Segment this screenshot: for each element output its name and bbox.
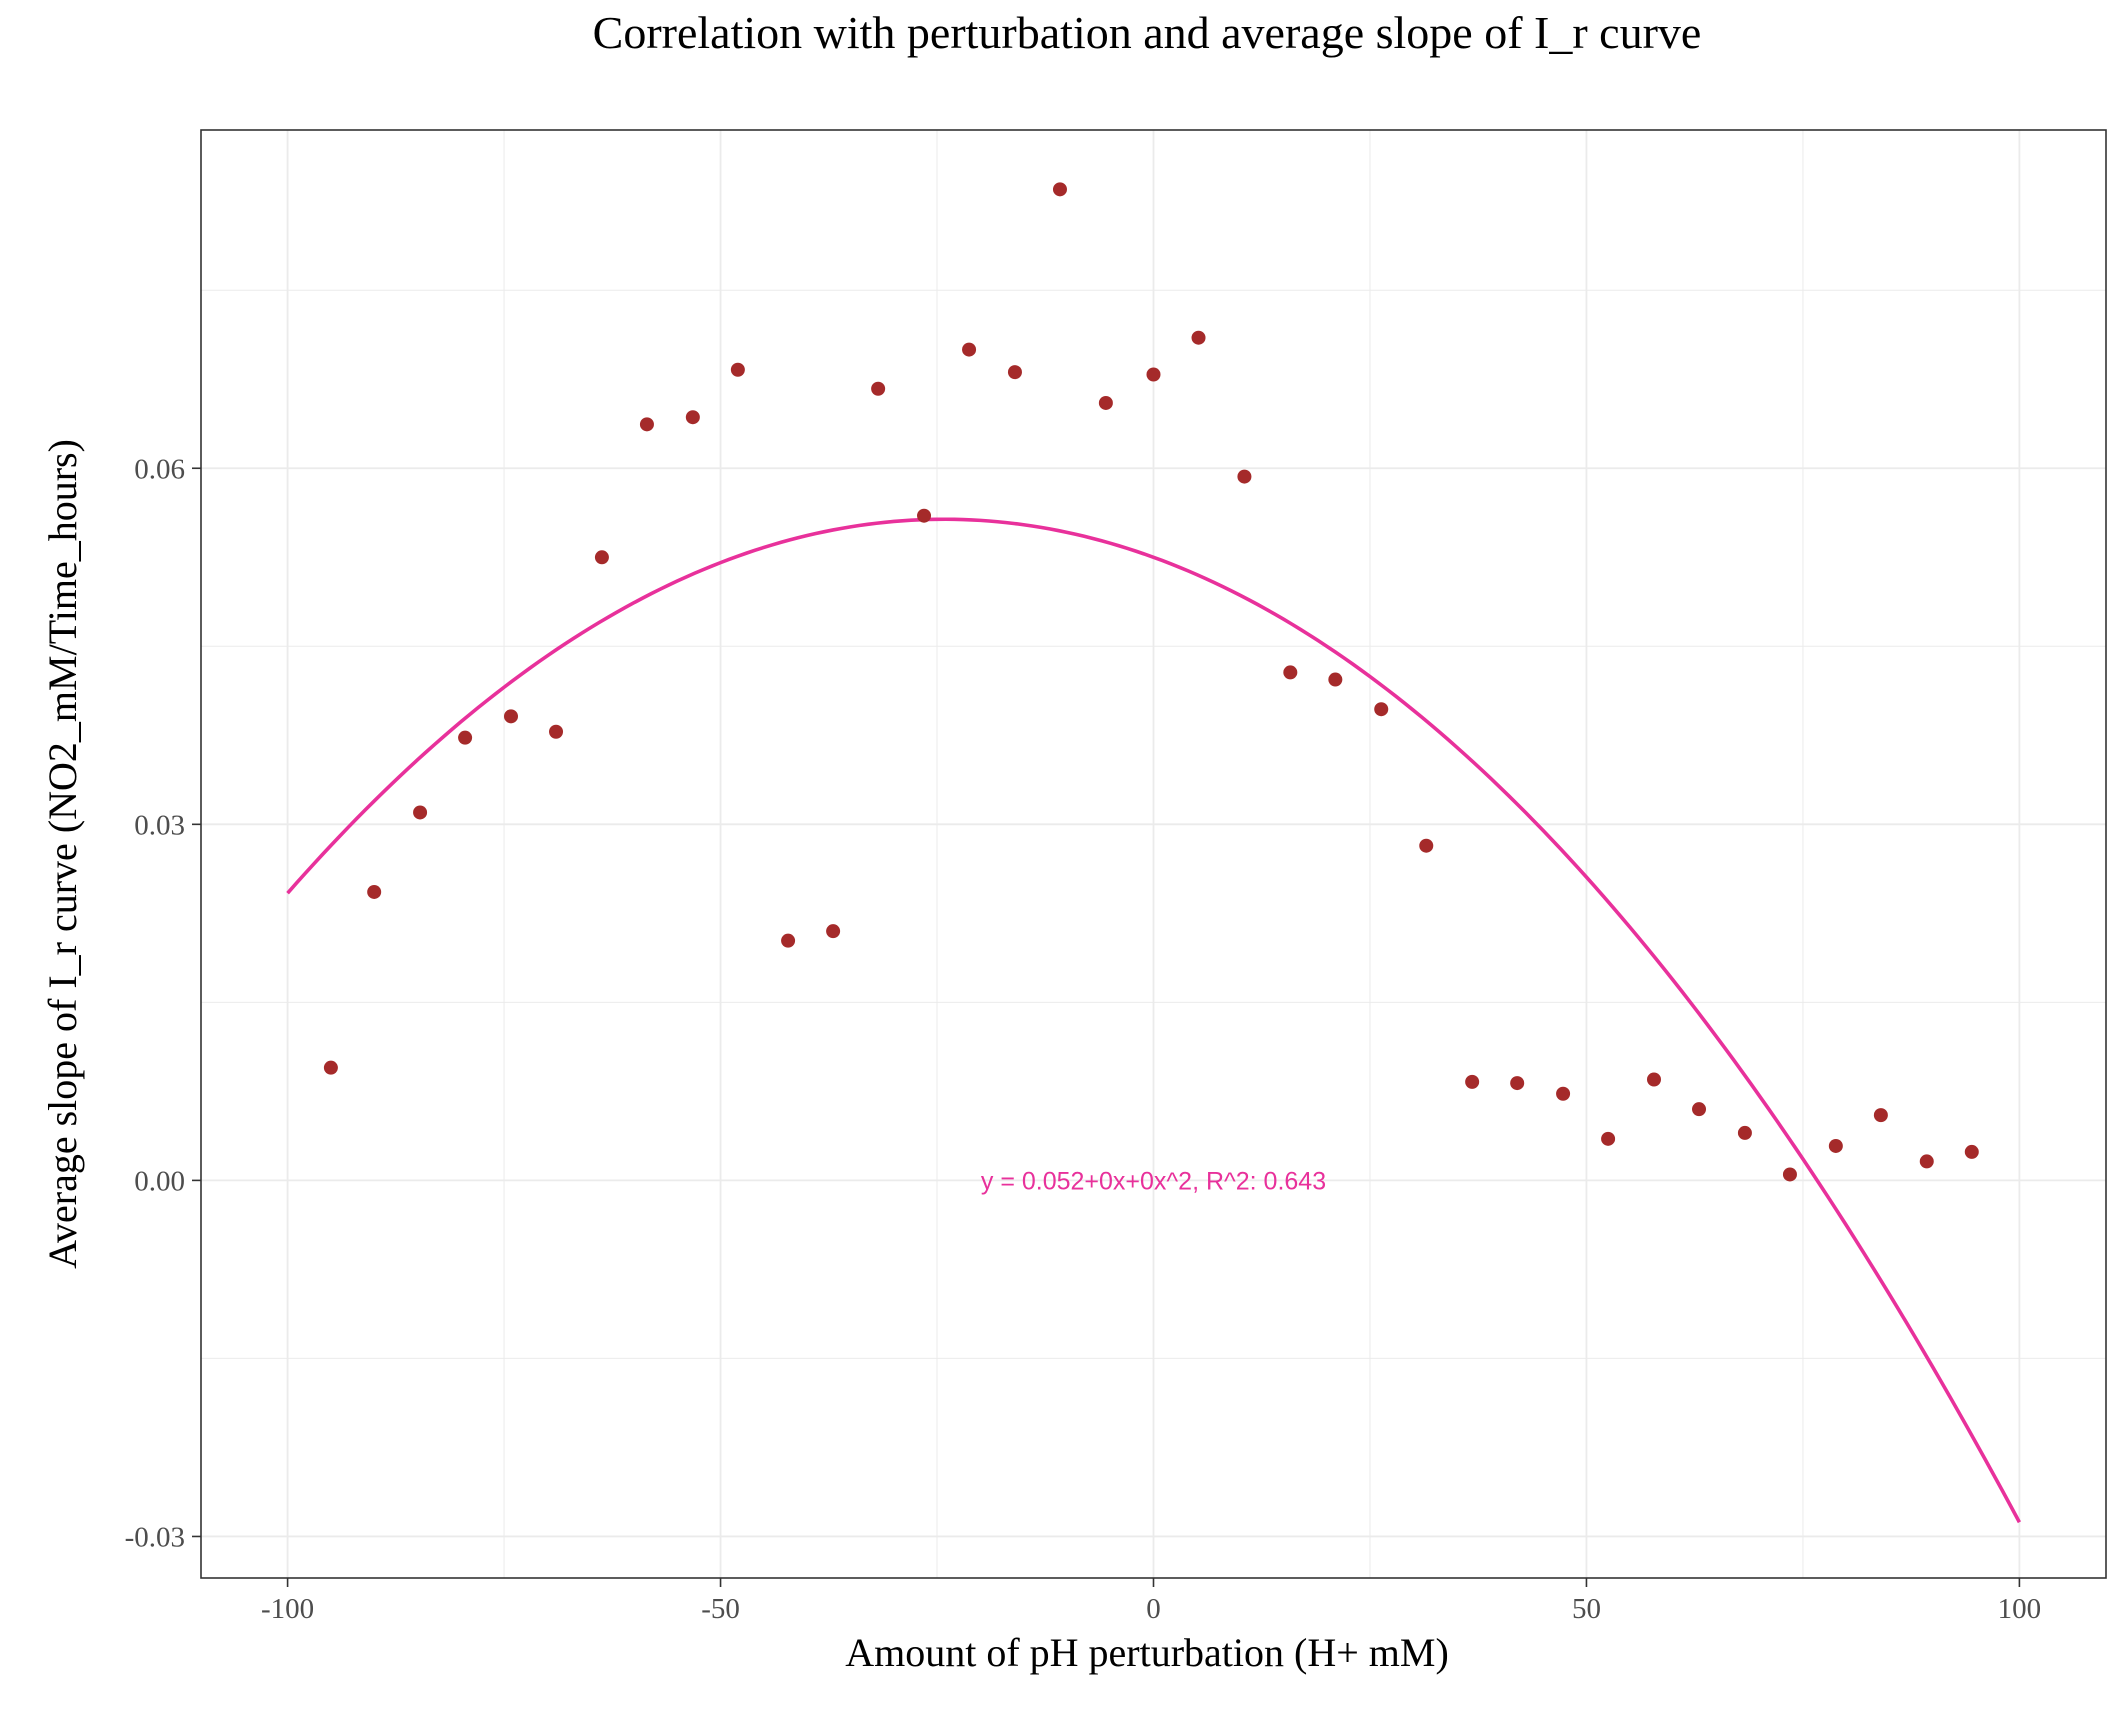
y-tick-label: 0.06 (134, 453, 185, 485)
x-axis: -100 -50 0 50 100 (261, 1578, 2041, 1625)
data-point (1646, 1072, 1661, 1087)
data-point (1374, 702, 1389, 717)
y-tick-label: -0.03 (125, 1521, 185, 1553)
data-point (413, 805, 428, 820)
data-point (1283, 665, 1298, 680)
y-tick-label: 0.00 (134, 1165, 185, 1197)
data-point (781, 933, 796, 948)
fit-equation-annotation: y = 0.052+0x+0x^2, R^2: 0.643 (981, 1167, 1326, 1195)
data-point (1828, 1138, 1843, 1153)
data-point (730, 362, 745, 377)
data-point (1098, 395, 1113, 410)
data-point (594, 550, 609, 565)
y-axis: -0.03 0.00 0.03 0.06 (125, 453, 201, 1553)
annotation-layer: y = 0.052+0x+0x^2, R^2: 0.643 (981, 1167, 1326, 1195)
data-point (458, 730, 473, 745)
data-point (1873, 1108, 1888, 1123)
data-point (917, 508, 932, 523)
data-point (826, 924, 841, 939)
data-point (871, 381, 886, 396)
data-point (1465, 1074, 1480, 1089)
data-point (1692, 1102, 1707, 1117)
data-point (639, 417, 654, 432)
x-tick-label: 100 (1998, 1593, 2042, 1625)
data-point (1601, 1131, 1616, 1146)
data-point (1146, 367, 1161, 382)
fit-curve (286, 517, 2021, 1524)
data-point (1237, 469, 1252, 484)
x-tick-label: -50 (701, 1593, 740, 1625)
fit-curve-layer (286, 517, 2021, 1524)
data-point (1919, 1154, 1934, 1169)
data-point (1737, 1125, 1752, 1140)
x-tick-label: 0 (1146, 1593, 1161, 1625)
data-point (1191, 330, 1206, 345)
grid-lines (201, 130, 2106, 1578)
data-point (1964, 1144, 1979, 1159)
data-point (1007, 365, 1022, 380)
data-points (323, 182, 1979, 1182)
x-tick-label: -100 (261, 1593, 314, 1625)
x-tick-label: 50 (1572, 1593, 1601, 1625)
y-axis-title: Average slope of I_r curve (NO2_mM/Time_… (40, 439, 85, 1269)
data-point (962, 342, 977, 357)
y-tick-label: 0.03 (134, 809, 185, 841)
data-point (549, 724, 564, 739)
data-point (1782, 1167, 1797, 1182)
data-point (1419, 838, 1434, 853)
data-point (323, 1060, 338, 1075)
data-point (1052, 182, 1067, 197)
data-point (1328, 672, 1343, 687)
chart-title: Correlation with perturbation and averag… (593, 7, 1702, 58)
data-point (685, 410, 700, 425)
x-axis-title: Amount of pH perturbation (H+ mM) (845, 1630, 1449, 1675)
data-point (503, 709, 518, 724)
data-point (1556, 1086, 1571, 1101)
data-point (1510, 1076, 1525, 1091)
data-point (367, 884, 382, 899)
